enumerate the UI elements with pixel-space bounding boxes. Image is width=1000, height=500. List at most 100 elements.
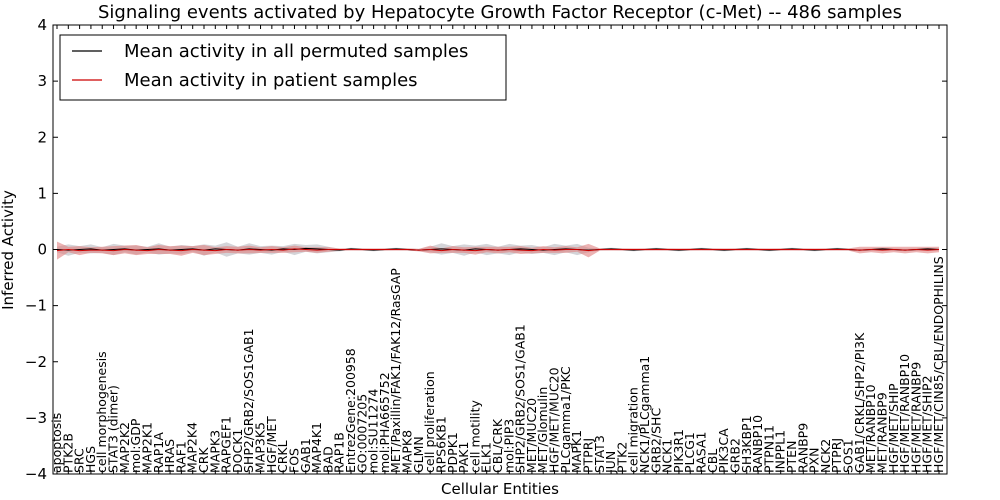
y-tick-label: −3 [25,409,47,427]
x-tick-label: HGF/MET/RANBP9 [908,362,923,473]
y-axis-label: Inferred Activity [0,190,17,310]
x-tick-label: MAP2K2 [117,422,132,473]
legend-permuted-label: Mean activity in all permuted samples [124,41,468,62]
y-tick-label: −1 [25,297,47,315]
x-tick-label: RPS6KB1 [434,416,449,473]
x-tick-label: CBL [705,449,720,473]
x-tick-label: HGF/MET/RANBP10 [897,354,912,473]
x-tick-label: MET/RANBP10 [863,384,878,473]
x-tick-label: PDPK1 [445,432,460,473]
x-tick-label: PXN [807,448,822,473]
x-tick-label: MAPK3 [207,430,222,473]
x-tick-label: RAP1A [151,432,166,473]
x-tick-label: BAD [320,446,335,473]
y-tick-label: 2 [37,128,47,146]
plot-frame [52,24,948,475]
x-tick-label: RAPGEF1 [219,416,234,473]
x-tick-label: RAF1 [173,441,188,473]
x-tick-label: ELK1 [479,442,494,473]
x-tick-label: PIK3CA [716,428,731,473]
x-tick-label: PTPRJ [829,438,844,473]
y-tick-label: −2 [25,353,47,371]
x-axis-label: Cellular Entities [441,480,559,498]
x-tick-label: PTK2 [614,442,629,473]
x-tick-label: RASA1 [694,432,709,473]
x-tick-label: JUN [603,451,618,474]
x-tick-label: GLMN [411,436,426,473]
patient-mean-line [56,248,940,252]
legend-patient-label: Mean activity in patient samples [124,70,418,91]
x-tick-label: MET/MUC20 [524,398,539,473]
x-tick-label: MAP2K1 [140,422,155,473]
x-tick-label: PAK1 [456,442,471,473]
x-tick-label: mol:PIP3 [501,419,516,473]
y-axis-ticks: −4 −3 −2 −1 0 1 2 3 4 [25,16,947,483]
legend-box [59,34,507,101]
x-tick-label: GRB2 [728,438,743,473]
x-tick-label: RANBP10 [750,415,765,473]
x-tick-label: cell morphogenesis [94,351,109,473]
x-tick-label: CBL/CRK [490,418,505,473]
x-tick-label: MET/Glomulin [535,387,550,473]
x-tick-label: HGS [83,446,98,473]
x-tick-label: SHP2/GRB2/SOS1/GAB1 [513,324,528,473]
x-tick-label: HGF/MET/CIN85/CBL/ENDOPHILINS [931,256,946,473]
x-tick-label: mol:GDP [128,418,143,473]
x-tick-label: HGF/MET/MUC20 [547,367,562,473]
x-tick-label: cell migration [626,387,641,473]
x-tick-label: SOS1 [841,439,856,473]
x-tick-label: PTK2B [60,433,75,473]
x-tick-label: cell proliferation [422,371,437,473]
x-tick-label: INPPL1 [773,430,788,473]
x-tick-label: HGF/MET/SHIP [886,383,901,473]
x-tick-label: EntrezGene:200958 [343,348,358,473]
x-tick-label: cell motility [467,399,482,473]
x-tick-label: mol:PHA665752 [377,372,392,473]
x-tick-label: MAP2K4 [185,422,200,473]
x-tick-label: PTPRJ [581,438,596,473]
x-tick-label: SHP2/GRB2/SOS1GAB1 [241,328,256,473]
x-tick-label: HGF/MET [264,416,279,473]
x-tick-label: NCK2 [818,439,833,473]
legend: Mean activity in all permuted samples Me… [59,34,507,101]
x-tick-label: HGF/MET/SHIP2 [920,375,935,473]
y-tick-label: 0 [37,241,47,259]
x-tick-label: PLCgamma1/PKC [558,366,573,473]
x-tick-label: RAP1B [332,432,347,473]
x-tick-label: STAT3 (dimer) [106,385,121,473]
y-tick-label: −4 [25,465,47,483]
x-tick-label: MAP4K1 [309,422,324,473]
x-tick-label: MAPK8 [400,430,415,473]
x-tick-label: CRK [196,447,211,473]
x-tick-label: GO:0007205 [354,394,369,473]
x-tick-label: HRAS [162,439,177,473]
x-tick-label: mol:SU11274 [366,389,381,473]
x-tick-label: MAPK1 [569,430,584,473]
x-tick-label: MAP3K5 [253,422,268,473]
series-lines [56,247,940,252]
x-tick-label: STAT3 [592,435,607,473]
x-tick-label: MET/Paxillin/FAK1/FAK12/RasGAP [388,268,403,473]
x-tick-label: PTPN11 [761,425,776,473]
x-tick-label: MET/RANBP9 [875,392,890,473]
x-tick-label: PIK3R1 [671,429,686,473]
x-tick-label: PTEN [784,441,799,473]
x-tick-label: PLCG1 [682,432,697,473]
x-tick-label: DOCK1 [230,429,245,473]
x-tick-label: GRB2/SHC [648,408,663,473]
chart-title: Signaling events activated by Hepatocyte… [98,2,902,23]
x-tick-label: SH3KBP1 [739,415,754,473]
x-tick-label: FOS [287,448,302,473]
x-tick-label: GAB1/CRKL/SHP2/PI3K [852,332,867,473]
x-tick-label: RANBP9 [795,423,810,473]
x-tick-label: NCK1 [660,439,675,473]
x-tick-label: CRKL [275,440,290,473]
x-tick-label: NCK1/PLCgamma1 [637,356,652,473]
y-tick-label: 4 [37,16,47,34]
y-tick-label: 3 [37,72,47,90]
y-tick-label: 1 [37,184,47,202]
x-tick-label: SRC [72,448,87,473]
x-tick-label: GAB1 [298,438,313,473]
